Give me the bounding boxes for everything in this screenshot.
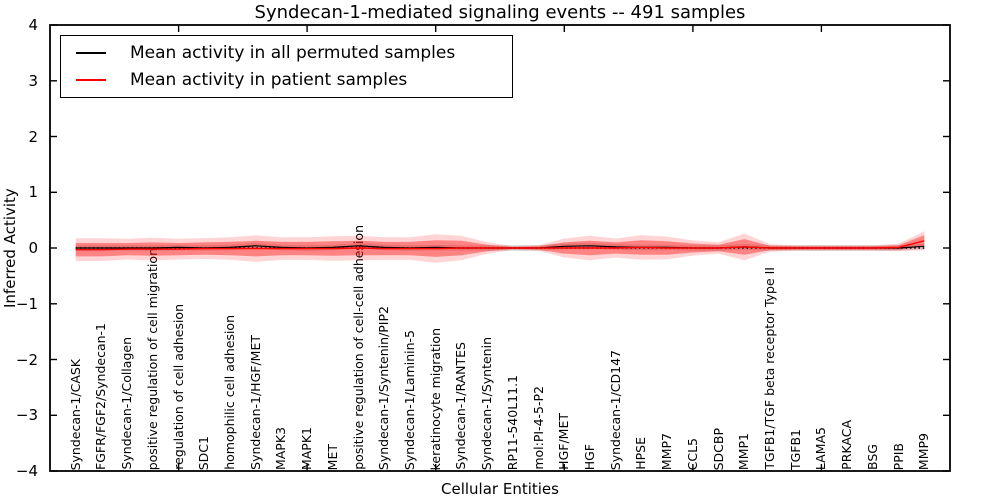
y-tick-label: −3 [15, 406, 38, 425]
x-tick-label: Syndecan-1/CASK [67, 358, 83, 470]
x-tick-label: MET [324, 443, 340, 470]
legend-entry-permuted: Mean activity in all permuted samples [61, 43, 512, 63]
x-tick-label: homophilic cell adhesion [222, 315, 237, 470]
y-tick-labels: 4 3 2 1 0 −1 −2 −3 −4 [0, 0, 46, 500]
x-tick-label: FGFR/FGF2/Syndecan-1 [93, 323, 109, 470]
x-tick-label: MMP7 [659, 432, 675, 470]
y-tick-label: 0 [28, 239, 38, 257]
x-tick-label: HPSE [633, 437, 649, 470]
y-tick-label: 4 [28, 16, 38, 34]
x-axis-label: Cellular Entities [441, 480, 559, 498]
x-tick-label: MMP1 [736, 432, 752, 470]
x-tick-label: Syndecan-1/Collagen [119, 337, 135, 470]
x-tick-label: SDC1 [196, 435, 212, 470]
legend-entry-patient: Mean activity in patient samples [61, 70, 512, 90]
legend: Mean activity in all permuted samples Me… [60, 35, 513, 98]
x-tick-label: HGF/MET [556, 413, 572, 470]
y-tick-label: −1 [15, 294, 38, 313]
x-tick-label: positive regulation of cell migration [144, 247, 160, 470]
y-tick-label: 3 [28, 71, 38, 90]
x-tick-label: PRKACA [839, 420, 855, 470]
x-tick-label: Syndecan-1/RANTES [453, 342, 469, 470]
x-tick-label: Syndecan-1/Syntenin/PIP2 [376, 305, 392, 470]
legend-label-permuted: Mean activity in all permuted samples [130, 43, 456, 63]
x-tick-label: Syndecan-1/CD147 [607, 349, 623, 470]
patient-line-swatch-icon [76, 79, 106, 81]
x-tick-label: positive regulation of cell-cell adhesio… [350, 225, 366, 470]
x-tick-label: TGFB1/TGF beta receptor Type II [762, 267, 777, 470]
x-tick-label: MAPK1 [299, 426, 315, 470]
x-tick-label: CCL5 [684, 437, 700, 470]
permuted-line-swatch-icon [76, 52, 106, 54]
x-tick-label: HGF [582, 443, 597, 470]
y-tick-label: −4 [15, 462, 38, 480]
x-tick-label: mol:PI-4-5-P2 [530, 386, 546, 470]
x-tick-label: PPIB [890, 442, 906, 470]
x-tick-label: Syndecan-1/HGF/MET [247, 335, 263, 470]
x-tick-label: Syndecan-1/Syntenin [479, 336, 495, 470]
chart-title: Syndecan-1-mediated signaling events -- … [254, 2, 746, 23]
x-tick-label: MAPK3 [273, 426, 289, 470]
y-tick-label: 1 [28, 183, 38, 202]
x-tick-label: LAMA5 [813, 426, 829, 470]
y-tick-label: 2 [28, 127, 38, 146]
x-tick-label: keratinocyte migration [427, 327, 443, 470]
x-tick-label: TGFB1 [787, 428, 803, 470]
y-tick-label: −2 [15, 350, 38, 369]
x-tick-label: RP11-540L11.1 [504, 374, 520, 470]
legend-label-patient: Mean activity in patient samples [130, 70, 408, 90]
x-tick-label: SDCBP [710, 427, 726, 470]
x-tick-label: MMP9 [916, 432, 932, 470]
x-tick-label: Syndecan-1/Laminin-5 [402, 329, 417, 470]
x-tick-label: regulation of cell adhesion [170, 304, 186, 470]
x-tick-label: BSG [864, 444, 880, 470]
